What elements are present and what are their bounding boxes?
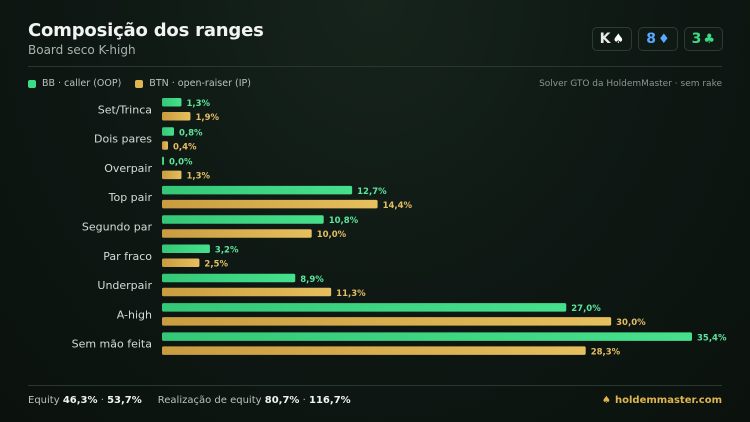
data-label-bb: 35,4% [697, 333, 727, 343]
equity-btn-value: 53,7% [107, 395, 142, 406]
diamond-icon: ♦ [657, 31, 670, 47]
bar-bb [162, 303, 567, 312]
data-label-btn: 30,0% [616, 318, 646, 328]
footer-divider [28, 385, 722, 386]
realization-label: Realização de equity [157, 395, 262, 406]
bar-btn [162, 258, 200, 267]
data-label-btn: 10,0% [317, 230, 347, 240]
bar-btn [162, 112, 191, 121]
board-card-3: 3 ♣ [683, 27, 723, 51]
data-label-bb: 3,2% [215, 246, 239, 256]
footer: Equity 46,3% · 53,7% Realização de equit… [28, 395, 722, 406]
legend-item-bb: BB · caller (OOP) [28, 78, 121, 89]
data-label-btn: 11,3% [336, 289, 366, 299]
bar-bb [162, 215, 324, 224]
data-label-bb: 12,7% [357, 187, 387, 197]
data-label-bb: 27,0% [571, 304, 601, 314]
board-cards: K ♠ 8 ♦ 3 ♣ [591, 27, 723, 51]
category-label: Top pair [108, 191, 153, 204]
data-label-btn: 1,3% [186, 172, 210, 182]
realization-separator: · [302, 395, 306, 406]
category-label: A-high [117, 308, 152, 321]
bar-bb [162, 127, 174, 136]
card-rank: 8 [646, 31, 656, 47]
bar-bb [162, 244, 210, 253]
source-note: Solver GTO da HoldemMaster · sem rake [539, 79, 722, 89]
equity-separator: · [100, 395, 104, 406]
category-label: Sem mão feita [72, 338, 152, 351]
brand-link[interactable]: ♠ holdemmaster.com [602, 395, 722, 406]
realization-bb-value: 80,7% [264, 395, 300, 406]
card-rank: 3 [691, 31, 702, 47]
bar-bb [162, 156, 164, 166]
data-label-bb: 1,3% [186, 99, 210, 109]
data-label-btn: 1,9% [195, 113, 219, 123]
card-rank: K [599, 31, 611, 47]
spade-icon: ♠ [612, 31, 625, 47]
bar-bb [162, 273, 296, 283]
bar-bb [162, 185, 353, 195]
data-label-btn: 28,3% [591, 347, 621, 357]
bar-btn [162, 229, 312, 238]
bar-btn [162, 141, 168, 150]
legend-item-btn: BTN · open-raiser (IP) [135, 78, 251, 89]
data-label-btn: 14,4% [383, 201, 413, 211]
bar-btn [162, 317, 612, 326]
bar-btn [162, 346, 586, 355]
equity-bb-value: 46,3% [62, 395, 98, 406]
chart-title: Composição dos ranges [28, 20, 264, 41]
bar-btn [162, 199, 378, 209]
spade-icon: ♠ [602, 395, 612, 406]
data-label-bb: 10,8% [329, 216, 359, 226]
category-label: Dois pares [94, 133, 152, 146]
legend-swatch-btn [135, 79, 144, 88]
data-label-bb: 0,8% [179, 128, 203, 138]
header-divider [28, 66, 722, 67]
category-label: Underpair [97, 279, 152, 292]
bar-chart: Set/Trinca 1,3% 1,9% Dois pares 0,8% 0,4% Over… [72, 98, 727, 357]
board-card-2: 8 ♦ [638, 27, 678, 51]
data-label-bb: 0,0% [169, 158, 193, 168]
chart-subtitle: Board seco K-high [28, 43, 136, 57]
legend-label-btn: BTN · open-raiser (IP) [149, 78, 251, 89]
legend: BB · caller (OOP) BTN · open-raiser (IP) [28, 78, 251, 89]
bar-btn [162, 287, 332, 297]
brand-text: holdemmaster.com [615, 395, 722, 406]
legend-swatch-bb [28, 79, 36, 88]
data-label-btn: 0,4% [173, 142, 197, 152]
category-label: Par fraco [103, 250, 152, 263]
bar-bb [162, 98, 182, 107]
bar-bb [162, 332, 692, 341]
category-label: Set/Trinca [98, 103, 152, 116]
data-label-btn: 2,5% [204, 260, 228, 270]
club-icon: ♣ [703, 31, 715, 47]
realization-btn-value: 116,7% [309, 395, 351, 406]
board-card-1: K ♠ [591, 27, 633, 51]
legend-label-bb: BB · caller (OOP) [42, 78, 122, 89]
category-label: Overpair [104, 162, 152, 175]
equity-label: Equity [28, 395, 60, 406]
bar-btn [162, 170, 182, 180]
category-label: Segundo par [82, 220, 153, 233]
data-label-bb: 8,9% [300, 275, 324, 285]
